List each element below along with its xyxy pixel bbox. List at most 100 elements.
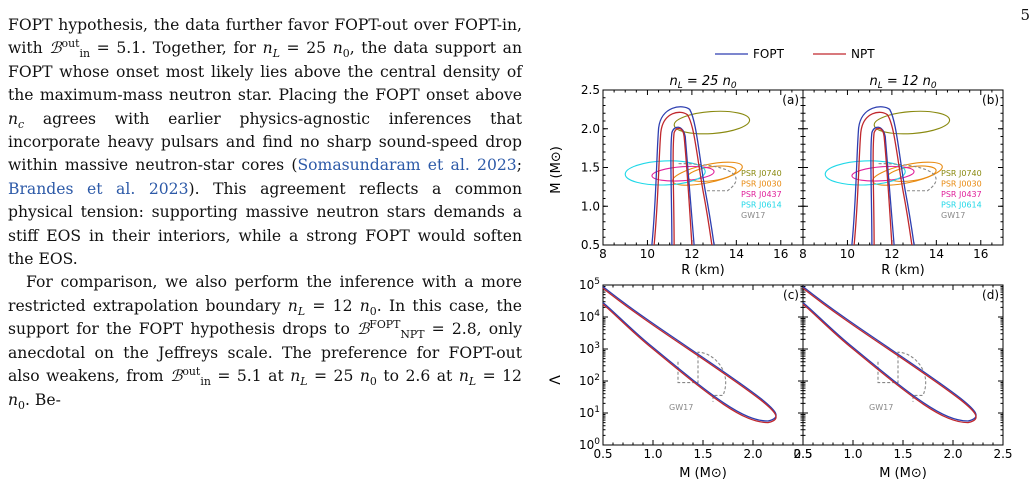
npt-inner-contour xyxy=(672,127,693,246)
y-tick-label: 103 xyxy=(579,341,600,356)
ml-ylabel: Λ xyxy=(548,375,564,385)
text-run: n xyxy=(8,390,19,409)
panel-label: (d) xyxy=(982,288,999,302)
x-tick-label: 14 xyxy=(929,247,944,261)
npt-outer-contour xyxy=(653,111,713,246)
text-run: ℬ xyxy=(170,367,183,386)
text-run: . In this case, the support for the FOPT… xyxy=(8,296,522,339)
x-tick-label: 14 xyxy=(729,247,744,261)
x-tick-label: 1.5 xyxy=(693,447,712,461)
gw17-contour xyxy=(678,163,737,192)
text-run: out xyxy=(182,364,201,378)
text-run: n xyxy=(262,39,273,58)
text-run: FOPT xyxy=(369,318,401,332)
fopt-tidal-band xyxy=(802,286,977,422)
y-tick-label: 101 xyxy=(579,405,600,420)
x-tick-label: 12 xyxy=(684,247,699,261)
y-tick-label: 2.5 xyxy=(581,83,600,97)
text-run: n xyxy=(287,296,298,315)
text-run: L xyxy=(300,375,308,389)
x-tick-label: 12 xyxy=(884,247,899,261)
text-run: = 5.1. Together, for xyxy=(90,39,263,58)
text-run: = 2.8, only anecdotal on the Jeffreys sc… xyxy=(8,320,523,386)
text-run: . Be- xyxy=(25,390,61,409)
gw17-region xyxy=(877,351,927,402)
text-run: = 25 xyxy=(279,39,333,58)
text-run: 0 xyxy=(342,47,350,61)
page-number: 5 xyxy=(1020,6,1030,24)
panel-label: (b) xyxy=(982,93,999,107)
text-run: c xyxy=(18,117,25,131)
legend-fopt-label: FOPT xyxy=(753,47,785,61)
gw17-contour xyxy=(878,163,937,192)
npt-tidal-band xyxy=(602,287,777,424)
y-tick-label: 102 xyxy=(579,373,600,388)
x-tick-label: 2.5 xyxy=(993,447,1012,461)
text-run: For comparison, we also perform the infe… xyxy=(8,273,522,315)
legend-npt-label: NPT xyxy=(851,47,875,61)
text-run: ). This agreement reflects a common phys… xyxy=(8,179,522,269)
text-run: n xyxy=(359,296,370,315)
text-run: n xyxy=(8,109,19,128)
fopt-tidal-band xyxy=(602,286,777,422)
ml-xlabel-right: M (M⊙) xyxy=(879,466,927,481)
npt-inner-contour xyxy=(872,127,893,246)
x-tick-label: 2.0 xyxy=(743,447,762,461)
column-title-left: nL = 25 n0 xyxy=(669,74,736,91)
ml-xlabel-left: M (M⊙) xyxy=(679,466,727,481)
fopt-inner-contour xyxy=(670,126,695,246)
panel-label: (c) xyxy=(783,288,799,302)
psr-j0614-contour xyxy=(824,160,906,186)
text-run: FOPT hypothesis, the data further favor … xyxy=(8,16,522,58)
mr-xlabel-left: R (km) xyxy=(681,263,725,278)
gw17-region xyxy=(677,351,727,402)
x-tick-label: 16 xyxy=(773,247,788,261)
y-tick-label: 1.0 xyxy=(581,199,600,213)
psr-j0437-contour xyxy=(851,165,915,182)
observation-label: GW17 xyxy=(741,211,765,220)
text-run: , the data support an FOPT whose onset m… xyxy=(8,39,523,105)
text-run: 0 xyxy=(369,304,377,318)
x-tick-label: 2.5 xyxy=(793,447,812,461)
observation-label: PSR J0030 xyxy=(741,180,782,189)
gw17-label: GW17 xyxy=(669,403,693,412)
observation-label: GW17 xyxy=(941,211,965,220)
y-tick-label: 2.0 xyxy=(581,122,600,136)
observation-label: PSR J0614 xyxy=(741,201,782,210)
x-tick-label: 0.5 xyxy=(593,447,612,461)
paragraph-2: For comparison, we also perform the infe… xyxy=(8,271,522,411)
observation-label: PSR J0614 xyxy=(941,201,982,210)
observation-label: PSR J0740 xyxy=(941,169,982,178)
observation-label: PSR J0740 xyxy=(741,169,782,178)
text-run: 0 xyxy=(369,375,377,389)
mr-ylabel: M (M⊙) xyxy=(549,146,564,194)
psr-j0437-contour xyxy=(651,165,715,182)
text-run: agrees with earlier physics-agnostic inf… xyxy=(8,109,522,175)
x-tick-label: 0.5 xyxy=(793,447,812,461)
x-tick-label: 1.0 xyxy=(643,447,662,461)
fopt-outer-contour xyxy=(651,106,715,246)
citation-link[interactable]: Somasundaram et al. 2023 xyxy=(297,156,517,175)
mr-xlabel-right: R (km) xyxy=(881,263,925,278)
observation-label: PSR J0437 xyxy=(741,190,782,199)
x-tick-label: 8 xyxy=(599,247,607,261)
body-text: FOPT hypothesis, the data further favor … xyxy=(8,14,522,412)
y-tick-label: 1.5 xyxy=(581,161,600,175)
npt-outer-contour xyxy=(853,111,913,246)
text-run: n xyxy=(290,367,301,386)
x-tick-label: 1.0 xyxy=(843,447,862,461)
npt-tidal-band xyxy=(802,287,977,424)
x-tick-label: 8 xyxy=(799,247,807,261)
text-run: n xyxy=(458,367,469,386)
citation-link[interactable]: Brandes et al. 2023 xyxy=(8,179,189,198)
gw17-label: GW17 xyxy=(869,403,893,412)
text-run: n xyxy=(359,367,370,386)
psr-j0740-contour xyxy=(673,110,751,135)
y-tick-label: 105 xyxy=(579,277,600,292)
text-run: 0 xyxy=(18,398,25,412)
observation-label: PSR J0030 xyxy=(941,180,982,189)
text-run: L xyxy=(272,47,280,61)
psr-j0614-contour xyxy=(624,160,706,186)
figure: FOPT NPT nL = 25 n0 nL = 12 n0 8 10 12 14 16… xyxy=(548,47,1013,481)
